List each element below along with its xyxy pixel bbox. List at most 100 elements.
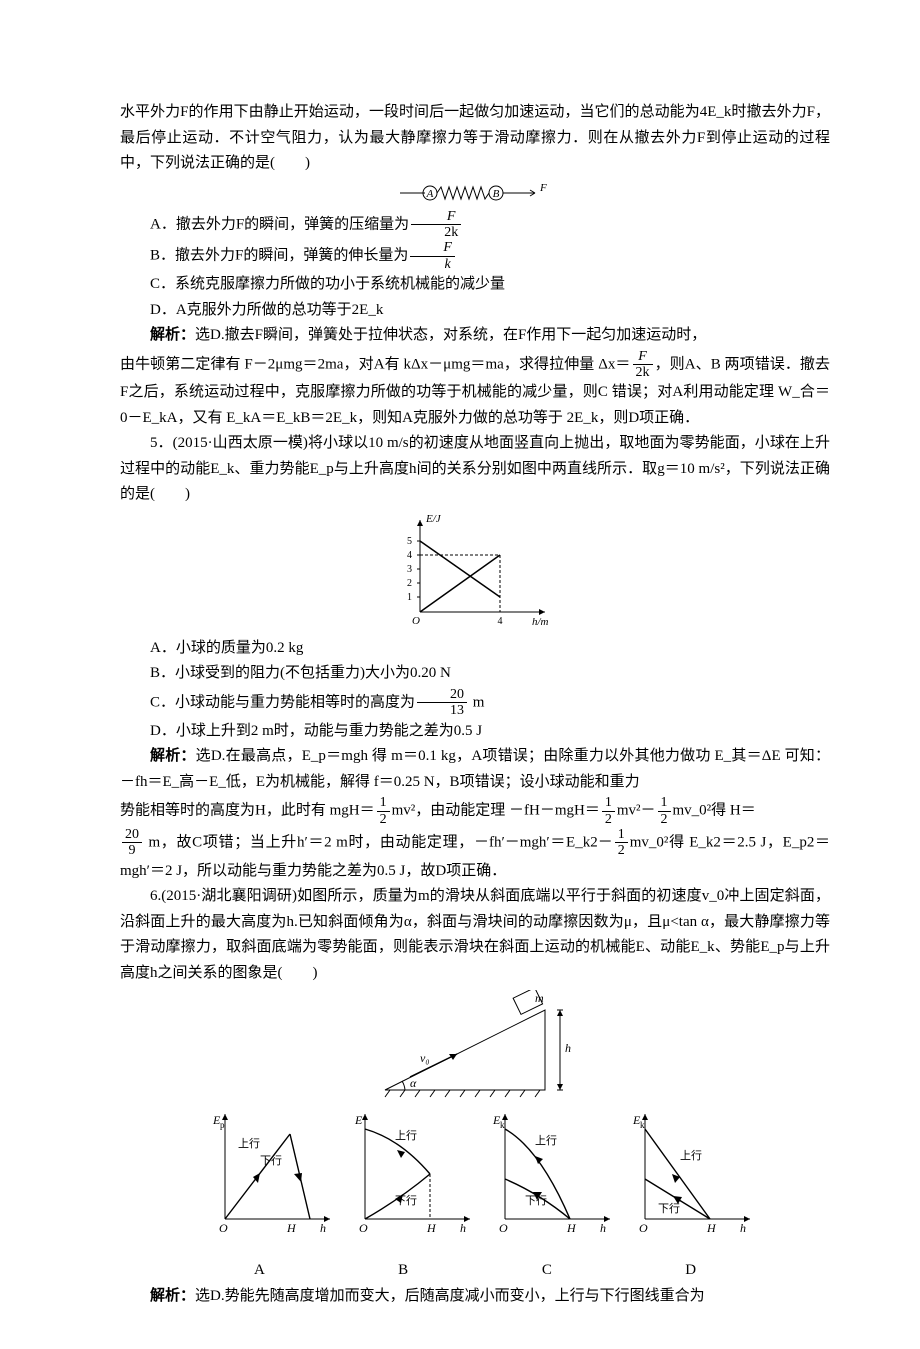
q6-exp-text: 选D.势能先随高度增加而变大，后随高度减小而变小，上行与下行图线重合为 bbox=[195, 1288, 705, 1304]
q5-f-half-2: 12 bbox=[602, 795, 615, 827]
q5-f-209: 209 bbox=[122, 827, 142, 859]
q4-explain-seg2: 由牛顿第二定律有 F－2μmg＝2ma，对A有 kΔx－μmg＝ma，求得拉伸量… bbox=[120, 356, 631, 372]
gC-H: H bbox=[566, 1221, 577, 1235]
q4-explain-seg1: 选D.撤去F瞬间，弹簧处于拉伸状态，对系统，在F作用下一起匀加速运动时， bbox=[195, 327, 706, 343]
q5-C-num: 20 bbox=[417, 687, 467, 703]
q5-stem: 5．(2015·山西太原一模)将小球以10 m/s的初速度从地面竖直向上抛出，取… bbox=[120, 431, 830, 508]
q4-exp-f1d: 2k bbox=[633, 365, 653, 380]
q5-C-frac: 2013 bbox=[417, 687, 467, 719]
q5-fh1d: 2 bbox=[377, 812, 390, 827]
q4-choice-B: B．撤去外力F的瞬间，弹簧的伸长量为Fk bbox=[120, 240, 830, 272]
q5-exp-seg4: mv²－ bbox=[617, 802, 656, 818]
svg-text:O: O bbox=[639, 1221, 648, 1235]
spring-label-B: B bbox=[493, 188, 500, 200]
q4-choice-A: A．撤去外力F的瞬间，弹簧的压缩量为F2k bbox=[120, 209, 830, 241]
svg-text:E: E bbox=[354, 1113, 363, 1127]
svg-text:4: 4 bbox=[407, 550, 412, 561]
q5-fh2n: 1 bbox=[602, 795, 615, 811]
spring-label-A: A bbox=[426, 188, 434, 200]
svg-text:O: O bbox=[219, 1221, 228, 1235]
q5-A-text: A．小球的质量为0.2 kg bbox=[150, 640, 303, 656]
gB-up: 上行 bbox=[395, 1129, 417, 1142]
q5-f-half-1: 12 bbox=[377, 795, 390, 827]
q5-choice-B: B．小球受到的阻力(不包括重力)大小为0.20 N bbox=[120, 661, 830, 687]
spring-svg: A B F bbox=[395, 181, 555, 205]
gD-down: 下行 bbox=[658, 1202, 680, 1215]
q5-f209n: 20 bbox=[122, 827, 142, 843]
echart-x-label: h/m bbox=[532, 616, 549, 628]
graph-label-A: A bbox=[189, 1258, 329, 1284]
four-graphs-labels: A B C D bbox=[120, 1258, 830, 1284]
incline-angle-label: α bbox=[410, 1076, 417, 1090]
q5-fh3d: 2 bbox=[658, 812, 671, 827]
q6-explain: 解析：选D.势能先随高度增加而变大，后随高度减小而变小，上行与下行图线重合为 bbox=[120, 1284, 830, 1310]
gD-h: h bbox=[740, 1221, 746, 1235]
incline-m-label: m bbox=[535, 991, 544, 1005]
energy-chart-figure: 1 2 3 4 5 4 E/J h/m O bbox=[120, 512, 830, 632]
q5-fh1n: 1 bbox=[377, 795, 390, 811]
spring-figure: A B F bbox=[120, 181, 830, 205]
svg-text:O: O bbox=[359, 1221, 368, 1235]
gA-up: 上行 bbox=[238, 1137, 260, 1150]
q5-f-half-3: 12 bbox=[658, 795, 671, 827]
q4-A-pre: A．撤去外力F的瞬间，弹簧的压缩量为 bbox=[150, 216, 409, 232]
q5-C-post: m bbox=[469, 694, 484, 710]
svg-text:5: 5 bbox=[407, 536, 412, 547]
q4-explain-frac1: F2k bbox=[633, 349, 653, 381]
graph-label-B: B bbox=[333, 1258, 473, 1284]
spring-label-F: F bbox=[539, 182, 547, 194]
incline-v-label: v₀ bbox=[420, 1051, 430, 1065]
svg-text:O: O bbox=[412, 615, 420, 627]
q4-A-num: F bbox=[411, 209, 461, 225]
gC-h: h bbox=[600, 1221, 606, 1235]
svg-text:k: k bbox=[500, 1120, 505, 1130]
incline-h-label: h bbox=[565, 1041, 571, 1055]
q5-exp-seg2: 势能相等时的高度为H，此时有 mgH＝ bbox=[120, 802, 375, 818]
q5-explain-1: 解析：选D.在最高点，E_p＝mgh 得 m＝0.1 kg，A项错误；由除重力以… bbox=[120, 744, 830, 795]
q6-src: (2015·湖北襄阳调研) bbox=[161, 888, 297, 904]
q5-exp-seg6: m，故C项错；当上升h′＝2 m时，由动能定理，－fh′－mgh′＝E_k2－ bbox=[144, 834, 613, 850]
gB-H: H bbox=[426, 1221, 437, 1235]
svg-text:4: 4 bbox=[498, 616, 503, 627]
q5-fh4n: 1 bbox=[615, 827, 628, 843]
q5-B-text: B．小球受到的阻力(不包括重力)大小为0.20 N bbox=[150, 665, 451, 681]
svg-text:O: O bbox=[499, 1221, 508, 1235]
q6-num: 6. bbox=[150, 888, 161, 904]
q5-explain-3: 209 m，故C项错；当上升h′＝2 m时，由动能定理，－fh′－mgh′＝E_… bbox=[120, 827, 830, 884]
q5-explain-2: 势能相等时的高度为H，此时有 mgH＝12mv²，由动能定理 －fH－mgH＝1… bbox=[120, 795, 830, 827]
q4-B-num: F bbox=[410, 240, 455, 256]
q4-stem: 水平外力F的作用下由静止开始运动，一段时间后一起做匀加速运动，当它们的总动能为4… bbox=[120, 100, 830, 177]
q4-B-den: k bbox=[410, 257, 455, 272]
energy-chart-svg: 1 2 3 4 5 4 E/J h/m O bbox=[390, 512, 560, 632]
q5-exp-lead: 解析： bbox=[150, 748, 196, 764]
q5-choice-D: D．小球上升到2 m时，动能与重力势能之差为0.5 J bbox=[120, 719, 830, 745]
graph-label-D: D bbox=[621, 1258, 761, 1284]
q4-A-den: 2k bbox=[411, 225, 461, 240]
incline-figure: m v₀ α h bbox=[120, 990, 830, 1100]
q5-fh3n: 1 bbox=[658, 795, 671, 811]
q5-C-den: 13 bbox=[417, 703, 467, 718]
q4-explain-lead: 解析： bbox=[150, 327, 195, 343]
q4-A-frac: F2k bbox=[411, 209, 461, 241]
gB-h: h bbox=[460, 1221, 466, 1235]
svg-text:3: 3 bbox=[407, 564, 412, 575]
q4-choice-C: C．系统克服摩擦力所做的功小于系统机械能的减少量 bbox=[120, 272, 830, 298]
svg-text:2: 2 bbox=[407, 578, 412, 589]
q4-choice-D: D．A克服外力所做的总功等于2E_k bbox=[120, 298, 830, 324]
q5-exp-seg1: 选D.在最高点，E_p＝mgh 得 m＝0.1 kg，A项错误；由除重力以外其他… bbox=[120, 748, 830, 790]
q4-B-frac: Fk bbox=[410, 240, 455, 272]
q6-stem: 6.(2015·湖北襄阳调研)如图所示，质量为m的滑块从斜面底端以平行于斜面的初… bbox=[120, 884, 830, 986]
q5-choice-C: C．小球动能与重力势能相等时的高度为2013 m bbox=[120, 687, 830, 719]
q4-stem-text: 水平外力F的作用下由静止开始运动，一段时间后一起做匀加速运动，当它们的总动能为4… bbox=[120, 104, 830, 171]
gA-h: h bbox=[320, 1221, 326, 1235]
svg-text:p: p bbox=[220, 1120, 225, 1130]
svg-text:1: 1 bbox=[407, 592, 412, 603]
q5-f-half-4: 12 bbox=[615, 827, 628, 859]
echart-y-label: E/J bbox=[425, 513, 442, 525]
q5-exp-seg5: mv_0²得 H＝ bbox=[673, 802, 756, 818]
q5-D-text: D．小球上升到2 m时，动能与重力势能之差为0.5 J bbox=[150, 723, 482, 739]
q4-D-text: D．A克服外力所做的总功等于2E_k bbox=[150, 302, 383, 318]
q5-fh4d: 2 bbox=[615, 843, 628, 858]
gA-H: H bbox=[286, 1221, 297, 1235]
q4-B-pre: B．撤去外力F的瞬间，弹簧的伸长量为 bbox=[150, 248, 408, 264]
